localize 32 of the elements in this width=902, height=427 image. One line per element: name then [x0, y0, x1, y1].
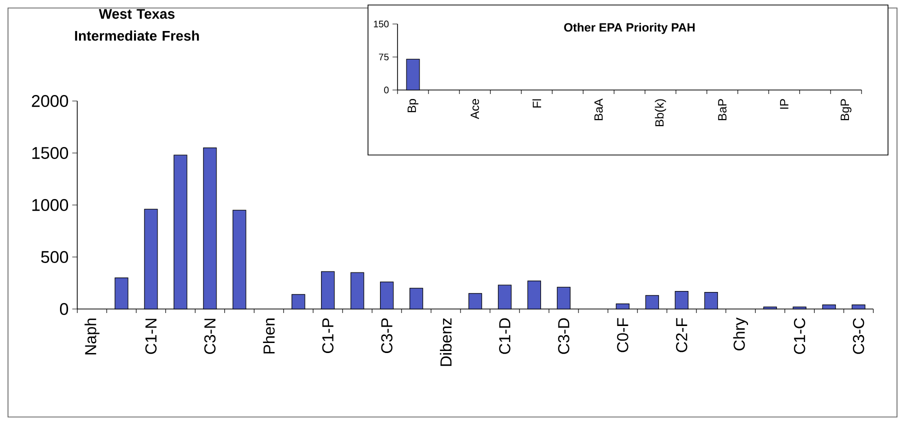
y-tick-label: 75	[378, 54, 389, 60]
x-tick-label: C1-D	[499, 318, 510, 354]
y-tick-label: 1000	[32, 199, 68, 211]
x-tick-label: BgP	[840, 99, 852, 120]
x-tick-label: BaA	[594, 98, 603, 120]
x-tick-label: Ace	[470, 99, 480, 120]
x-tick-label: IP	[780, 99, 788, 109]
x-tick-label: C3-D	[558, 318, 570, 354]
y-tick-label: 1500	[32, 147, 68, 159]
x-tick-label: C3-N	[204, 318, 216, 354]
x-tick-label: Naph	[84, 318, 100, 354]
x-tick-label: C1-P	[322, 318, 334, 354]
y-tick-label: 500	[41, 251, 68, 263]
x-tick-label: Bb(k)	[654, 99, 666, 126]
x-tick-label: BaP	[718, 99, 727, 120]
x-tick-label: Chry	[733, 318, 748, 350]
y-tick-label: 0	[60, 303, 68, 315]
x-tick-label: Fl	[532, 99, 542, 108]
chart-title: Other EPA Priority PAH	[564, 22, 695, 34]
y-tick-label: 2000	[32, 95, 68, 107]
y-tick-label: 0	[384, 86, 389, 94]
x-tick-label: Bp	[408, 99, 418, 112]
x-tick-label: C0-F	[617, 318, 628, 352]
x-tick-label: Phen	[263, 318, 275, 354]
x-tick-label: Dibenz	[440, 318, 452, 366]
y-tick-label: 150	[374, 20, 389, 28]
x-tick-label: C3-C	[852, 318, 864, 354]
x-tick-label: C1-C	[794, 318, 806, 354]
x-tick-label: C1-N	[145, 318, 157, 354]
x-tick-label: C2-F	[676, 318, 688, 352]
x-tick-label: C3-P	[381, 318, 392, 354]
chart-title: West Texas Intermediate Fresh	[75, 9, 199, 41]
